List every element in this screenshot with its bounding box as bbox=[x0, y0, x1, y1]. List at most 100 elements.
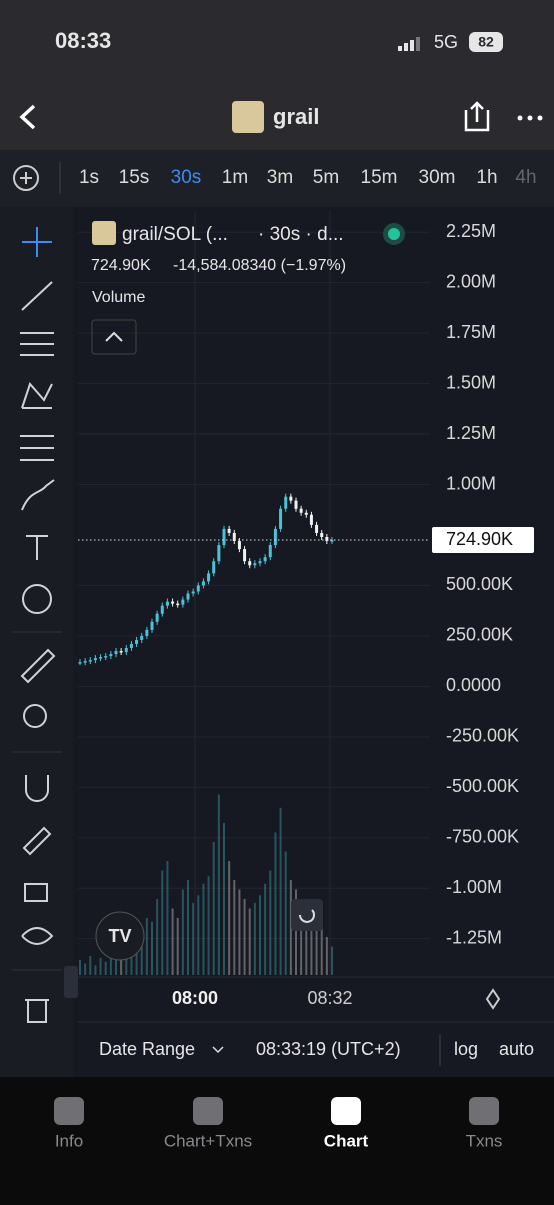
clock-zone: 08:33:19 (UTC+2) bbox=[256, 1039, 401, 1059]
y-tick-label: 0.0000 bbox=[446, 675, 501, 695]
tab-bar bbox=[0, 1077, 554, 1200]
tab-label[interactable]: Chart bbox=[324, 1131, 369, 1150]
tab-label[interactable]: Info bbox=[55, 1131, 83, 1150]
timeframe[interactable]: 5m bbox=[313, 167, 339, 188]
tab-label[interactable]: Txns bbox=[466, 1131, 503, 1150]
volume-bar bbox=[284, 851, 287, 975]
battery-level: 82 bbox=[478, 34, 494, 50]
candle bbox=[129, 643, 133, 649]
legend-details: · 30s · d... bbox=[258, 224, 344, 245]
timeframe[interactable]: 3m bbox=[267, 167, 293, 188]
visibility-tool[interactable] bbox=[21, 927, 54, 945]
volume-bar bbox=[135, 937, 138, 975]
y-tick-label: -500.00K bbox=[446, 776, 519, 796]
tv-logo-mark: TV bbox=[108, 926, 131, 946]
y-tick-label: -250.00K bbox=[446, 726, 519, 746]
candle bbox=[176, 603, 180, 606]
tab-label[interactable]: Chart+Txns bbox=[164, 1131, 252, 1150]
candle bbox=[109, 654, 113, 657]
volume-bar bbox=[212, 842, 215, 975]
text-tool[interactable] bbox=[26, 535, 48, 560]
volume-bar bbox=[99, 957, 102, 975]
candle bbox=[140, 635, 144, 640]
volume-bar bbox=[248, 908, 251, 975]
unlock-tool[interactable] bbox=[24, 883, 48, 902]
fib-tool[interactable] bbox=[20, 435, 54, 461]
tab-icon[interactable] bbox=[54, 1097, 84, 1125]
y-tick-label: 250.00K bbox=[446, 625, 513, 645]
line-tool[interactable] bbox=[21, 281, 53, 311]
tab-icon[interactable] bbox=[331, 1097, 361, 1125]
volume-bar bbox=[228, 861, 231, 975]
candle bbox=[88, 660, 92, 662]
candle bbox=[248, 561, 252, 566]
volume-bar bbox=[130, 948, 133, 975]
add-indicator[interactable] bbox=[13, 165, 39, 191]
volume-bar bbox=[104, 961, 107, 975]
tab-icon[interactable] bbox=[469, 1097, 499, 1125]
share-button[interactable] bbox=[464, 101, 490, 132]
timeframe[interactable]: 30m bbox=[419, 167, 456, 188]
y-tick-label: -750.00K bbox=[446, 826, 519, 846]
settings-button[interactable] bbox=[485, 988, 501, 1010]
y-tick-label: 500.00K bbox=[446, 574, 513, 594]
timeframe[interactable]: 15m bbox=[361, 167, 398, 188]
back-button[interactable] bbox=[19, 104, 36, 130]
log-toggle[interactable]: log bbox=[454, 1039, 478, 1059]
volume-bar bbox=[289, 880, 292, 975]
volume-bar bbox=[274, 832, 277, 975]
brush-tool[interactable] bbox=[21, 479, 55, 511]
lock-draw-tool[interactable] bbox=[22, 826, 52, 856]
volume-bar bbox=[115, 946, 117, 975]
volume-bar bbox=[94, 965, 97, 975]
timeframe[interactable]: 15s bbox=[119, 167, 150, 188]
timeframe[interactable]: 4h bbox=[515, 167, 536, 188]
ruler-tool[interactable] bbox=[20, 648, 56, 684]
candle bbox=[145, 629, 149, 636]
volume-bar bbox=[207, 876, 210, 975]
more-button[interactable] bbox=[517, 115, 543, 121]
timeframe[interactable]: 1s bbox=[79, 167, 99, 188]
candle bbox=[186, 593, 190, 600]
tab-icon[interactable] bbox=[193, 1097, 223, 1125]
candle bbox=[325, 536, 329, 542]
crosshair-tool[interactable] bbox=[22, 227, 52, 257]
magnet-tool[interactable] bbox=[25, 775, 49, 802]
candle bbox=[171, 601, 175, 604]
delete-tool[interactable] bbox=[25, 999, 49, 1023]
pattern-tool[interactable] bbox=[21, 382, 53, 409]
timeframe[interactable]: 30s bbox=[171, 167, 202, 188]
tv-logo[interactable] bbox=[95, 911, 145, 961]
timeframe[interactable]: 1h bbox=[476, 167, 497, 188]
channel-tool[interactable] bbox=[20, 332, 54, 356]
legend-pair: grail/SOL (... bbox=[122, 224, 228, 245]
volume-bar bbox=[120, 956, 123, 975]
volume-bar bbox=[171, 908, 174, 975]
candle bbox=[330, 540, 334, 542]
reset-button[interactable] bbox=[291, 899, 323, 931]
emoji-tool[interactable] bbox=[22, 584, 52, 614]
candle bbox=[284, 496, 288, 509]
status-dot bbox=[388, 228, 400, 240]
volume-bar bbox=[156, 899, 159, 975]
pair-icon bbox=[92, 221, 116, 245]
collapse-icon bbox=[105, 331, 123, 342]
timeframe[interactable]: 1m bbox=[222, 167, 248, 188]
candle bbox=[243, 549, 247, 562]
volume-bar bbox=[300, 899, 303, 975]
candle bbox=[78, 662, 82, 664]
volume-bar bbox=[305, 902, 308, 975]
last-price-tag bbox=[432, 527, 534, 554]
candle bbox=[263, 557, 267, 562]
candle bbox=[191, 591, 195, 594]
legend-change: -14,584.08340 (−1.97%) bbox=[173, 257, 346, 274]
y-tick-label: 2.25M bbox=[446, 221, 496, 241]
toolbar-toggle[interactable] bbox=[64, 966, 78, 998]
collapse-button[interactable] bbox=[91, 319, 137, 355]
zoom-tool[interactable] bbox=[23, 704, 47, 728]
date-range[interactable]: Date Range bbox=[99, 1039, 195, 1059]
volume-bar bbox=[223, 823, 225, 975]
timeframe-bar bbox=[0, 150, 554, 207]
candle bbox=[93, 658, 97, 661]
auto-toggle[interactable]: auto bbox=[499, 1039, 534, 1059]
